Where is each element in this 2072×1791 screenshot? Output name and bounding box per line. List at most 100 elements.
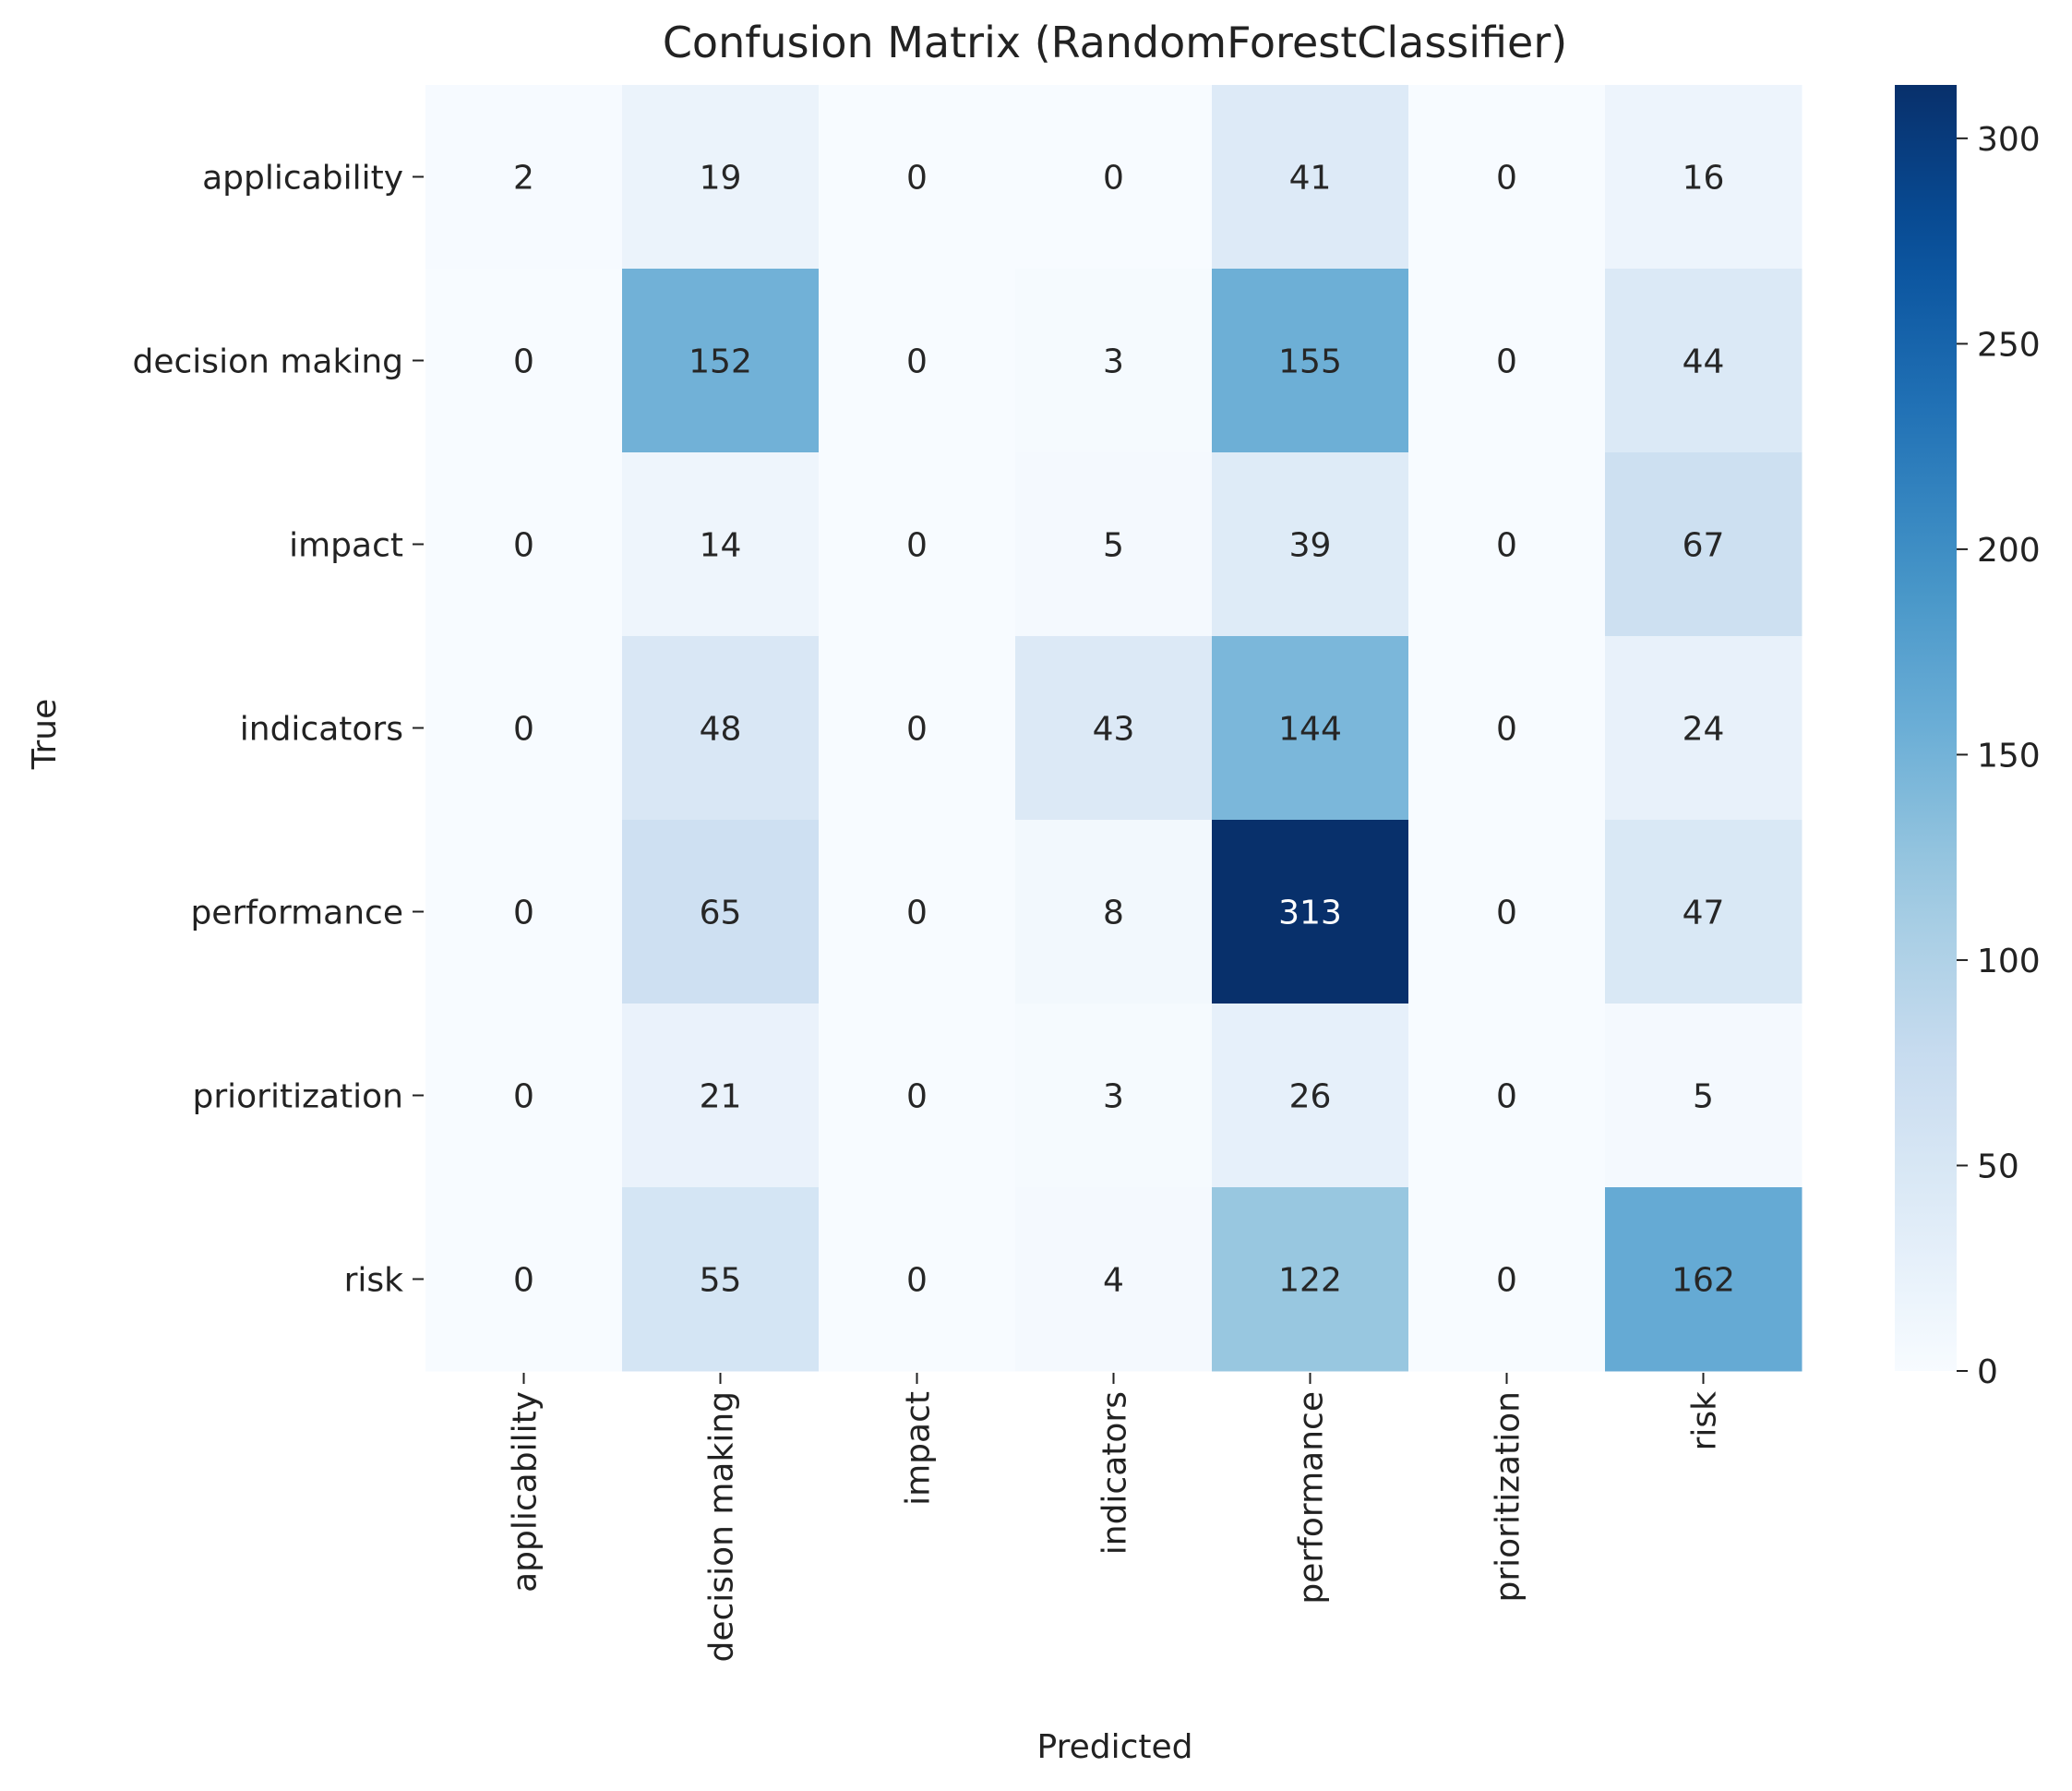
colorbar: 0 50 100 150 200 250 300 [1895, 85, 2041, 1391]
cell-value-label: 0 [906, 895, 928, 932]
cell-value-label: 3 [1103, 343, 1124, 381]
heatmap-cell [1015, 820, 1213, 1004]
heatmap-cell [1212, 269, 1409, 453]
y-tick-label: risk [344, 1262, 404, 1300]
heatmap-cell [1605, 85, 1803, 270]
heatmap-cell [622, 269, 820, 453]
heatmap-cell [1015, 452, 1213, 637]
cell-value-label: 155 [1278, 343, 1342, 381]
cell-value-label: 0 [906, 1262, 928, 1300]
colorbar-tick-label: 200 [1977, 532, 2041, 570]
cell-value-label: 55 [700, 1262, 742, 1300]
cell-value-label: 24 [1683, 711, 1725, 749]
cell-value-label: 41 [1289, 160, 1332, 198]
cell-value-label: 0 [1496, 527, 1517, 565]
x-tick-label: performance [1293, 1391, 1331, 1605]
cell-value-label: 0 [513, 895, 534, 932]
cell-value-label: 65 [700, 895, 742, 932]
heatmap-cell [425, 452, 623, 637]
colorbar-tick-label: 300 [1977, 121, 2041, 159]
cell-value-label: 43 [1093, 711, 1135, 749]
cell-value-label: 19 [700, 160, 742, 198]
cell-value-label: 2 [513, 160, 534, 198]
heatmap-cell [1212, 820, 1409, 1004]
heatmap-cell [1408, 85, 1606, 270]
heatmap-cell [1015, 269, 1213, 453]
heatmap-cell [1408, 636, 1606, 821]
heatmap-cells [425, 85, 1803, 1372]
heatmap-cell [425, 636, 623, 821]
cell-value-label: 8 [1103, 895, 1124, 932]
heatmap-cell [425, 85, 623, 270]
cell-value-label: 152 [689, 343, 752, 381]
cell-value-label: 0 [513, 711, 534, 749]
heatmap-cell [1212, 1187, 1409, 1372]
heatmap-cell [1408, 452, 1606, 637]
cell-value-label: 144 [1278, 711, 1342, 749]
x-tick-label: impact [900, 1391, 938, 1506]
x-tick-label: risk [1686, 1391, 1724, 1451]
cell-value-label: 122 [1278, 1262, 1342, 1300]
heatmap-cell [819, 1187, 1016, 1372]
colorbar-tick-label: 150 [1977, 737, 2041, 775]
cell-value-label: 0 [1496, 711, 1517, 749]
heatmap-cell [1212, 452, 1409, 637]
heatmap-cell-labels: 2 19 0 0 41 0 160 152 0 3 155 0 440 14 0 5 39 0 670 48 0 43 14… [513, 160, 1735, 1300]
cell-value-label: 67 [1683, 527, 1725, 565]
cell-value-label: 4 [1103, 1262, 1124, 1300]
cell-value-label: 0 [1496, 160, 1517, 198]
heatmap-cell [1015, 85, 1213, 270]
heatmap-cell [819, 820, 1016, 1004]
colorbar-gradient [1895, 85, 1957, 1371]
heatmap-cell [1408, 1004, 1606, 1188]
heatmap-cell [1408, 1187, 1606, 1372]
cell-value-label: 0 [1496, 1078, 1517, 1116]
heatmap-cell [1212, 1004, 1409, 1188]
cell-value-label: 0 [906, 160, 928, 198]
heatmap-cell [1605, 1187, 1803, 1372]
x-axis-label: Predicted [1037, 1728, 1193, 1766]
heatmap-cell [1015, 636, 1213, 821]
cell-value-label: 0 [513, 527, 534, 565]
x-axis-ticks: applicability decision making impact indica… [507, 1373, 1724, 1662]
heatmap-cell [819, 269, 1016, 453]
heatmap-cell [819, 85, 1016, 270]
heatmap-cell [425, 1004, 623, 1188]
heatmap-cell [819, 636, 1016, 821]
cell-value-label: 0 [513, 343, 534, 381]
heatmap-cell [622, 1187, 820, 1372]
heatmap-cell [1015, 1004, 1213, 1188]
x-tick-label: indicators [1096, 1391, 1134, 1555]
heatmap-cell [622, 636, 820, 821]
cell-value-label: 162 [1671, 1262, 1735, 1300]
heatmap-cell [1605, 820, 1803, 1004]
cell-value-label: 0 [906, 711, 928, 749]
heatmap-cell [622, 85, 820, 270]
cell-value-label: 48 [700, 711, 742, 749]
cell-value-label: 0 [906, 343, 928, 381]
y-axis-ticks: applicability decision making impact indica… [133, 160, 424, 1300]
heatmap-cell [1015, 1187, 1213, 1372]
cell-value-label: 44 [1683, 343, 1725, 381]
cell-value-label: 16 [1683, 160, 1725, 198]
cell-value-label: 0 [513, 1078, 534, 1116]
colorbar-tick-label: 50 [1977, 1148, 2019, 1185]
heatmap-cell [425, 269, 623, 453]
cell-value-label: 14 [700, 527, 742, 565]
heatmap-cell [425, 1187, 623, 1372]
cell-value-label: 0 [1496, 895, 1517, 932]
cell-value-label: 0 [1496, 343, 1517, 381]
cell-value-label: 47 [1683, 895, 1725, 932]
heatmap-cell [1212, 636, 1409, 821]
heatmap-cell [425, 820, 623, 1004]
colorbar-tick-label: 0 [1977, 1353, 1998, 1391]
cell-value-label: 313 [1278, 895, 1342, 932]
cell-value-label: 39 [1289, 527, 1332, 565]
heatmap-cell [622, 820, 820, 1004]
cell-value-label: 0 [513, 1262, 534, 1300]
heatmap-cell [1408, 820, 1606, 1004]
heatmap-cell [1605, 1004, 1803, 1188]
y-tick-label: prioritization [192, 1078, 403, 1116]
y-tick-label: applicability [202, 160, 403, 198]
